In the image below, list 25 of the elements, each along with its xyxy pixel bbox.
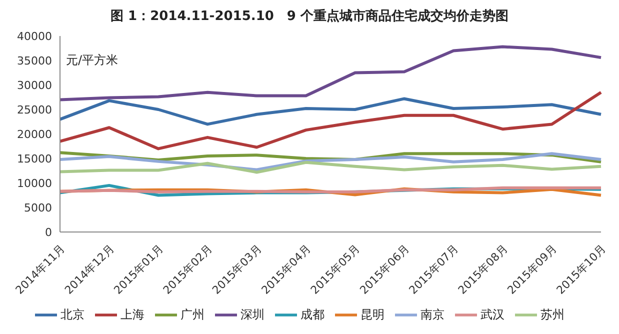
y-tick-label: 35000 — [17, 54, 52, 68]
legend-label: 深圳 — [240, 307, 264, 322]
line-series — [58, 45, 602, 102]
y-tick-label: 20000 — [17, 128, 52, 141]
legend-label: 广州 — [180, 307, 204, 322]
line-series — [58, 160, 602, 174]
chart-title: 图 1：2014.11-2015.10 9 个重点城市商品住宅成交均价走势图 — [110, 8, 510, 26]
legend-label: 上海 — [120, 307, 144, 322]
line-series — [58, 97, 602, 126]
line-series — [58, 152, 602, 172]
legend-label: 武汉 — [480, 307, 504, 322]
legend-label: 北京 — [60, 307, 84, 322]
y-tick-label: 5000 — [24, 201, 52, 214]
y-tick-label: 0 — [45, 226, 52, 239]
legend-label: 南京 — [420, 307, 444, 322]
y-tick-label: 30000 — [17, 78, 52, 92]
y-axis-title: 元/平方米 — [66, 52, 118, 69]
line-series — [58, 90, 602, 150]
legend-label: 成都 — [300, 307, 324, 322]
legend-label: 昆明 — [360, 307, 384, 322]
legend-label: 苏州 — [540, 307, 564, 322]
y-tick-label: 15000 — [17, 152, 52, 166]
y-tick-label: 25000 — [17, 103, 52, 116]
y-tick-label: 10000 — [17, 176, 52, 190]
y-tick-label: 40000 — [17, 30, 52, 43]
